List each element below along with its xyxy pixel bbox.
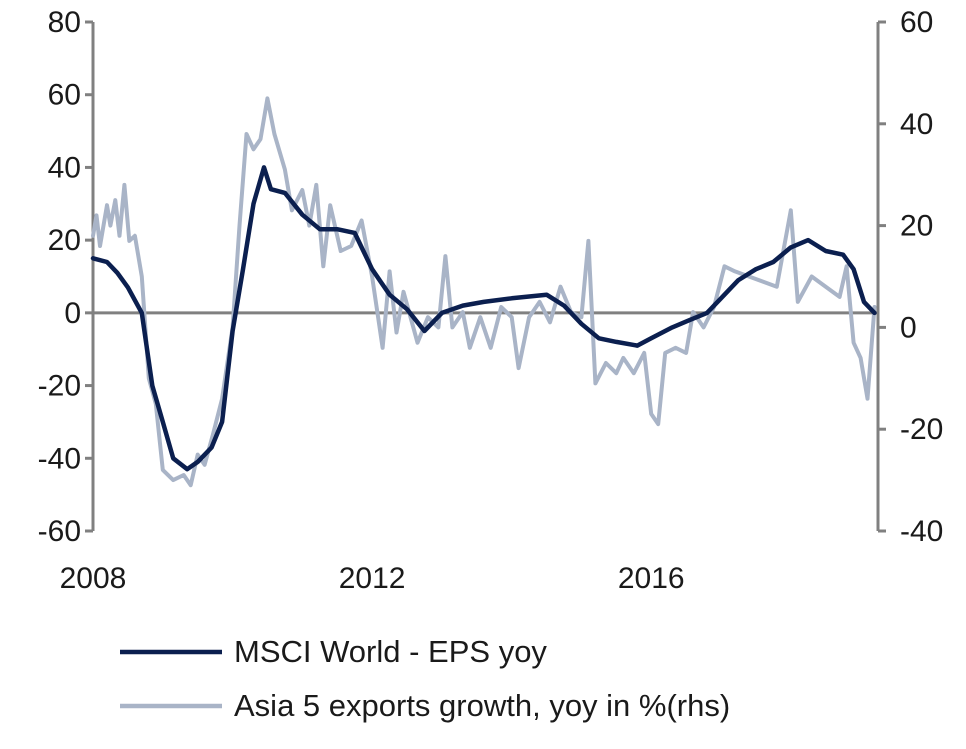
right-tick-label: -20	[900, 413, 943, 446]
legend-label: Asia 5 exports growth, yoy in %(rhs)	[234, 688, 730, 723]
series-line-asia-5-exports	[91, 96, 877, 488]
left-tick-label: -20	[38, 370, 81, 403]
right-tick-label: 60	[900, 6, 933, 39]
left-tick-label: -60	[38, 515, 81, 548]
legend-label: MSCI World - EPS yoy	[234, 634, 547, 669]
left-tick-label: -40	[38, 442, 81, 475]
left-tick-label: 60	[48, 79, 81, 112]
right-y-axis: 60 40 20 0 -20 -40	[876, 6, 943, 548]
legend: MSCI World - EPS yoy Asia 5 exports growt…	[120, 634, 730, 723]
left-tick-label: 40	[48, 151, 81, 184]
left-tick-label: 20	[48, 224, 81, 257]
series-line-msci-world-eps	[90, 165, 877, 472]
x-tick-label: 2016	[618, 562, 685, 595]
x-tick-label: 2012	[339, 562, 406, 595]
right-tick-label: -40	[900, 515, 943, 548]
left-y-axis: 80 60 40 20 0 -20 -40 -60	[38, 6, 95, 548]
left-tick-label: 80	[48, 6, 81, 39]
x-axis: 2008 2012 2016	[60, 311, 878, 595]
right-tick-label: 40	[900, 108, 933, 141]
plot-area	[90, 96, 877, 488]
x-tick-label: 2008	[60, 562, 127, 595]
right-tick-label: 20	[900, 210, 933, 243]
left-tick-label: 0	[64, 297, 81, 330]
right-tick-label: 0	[900, 311, 917, 344]
